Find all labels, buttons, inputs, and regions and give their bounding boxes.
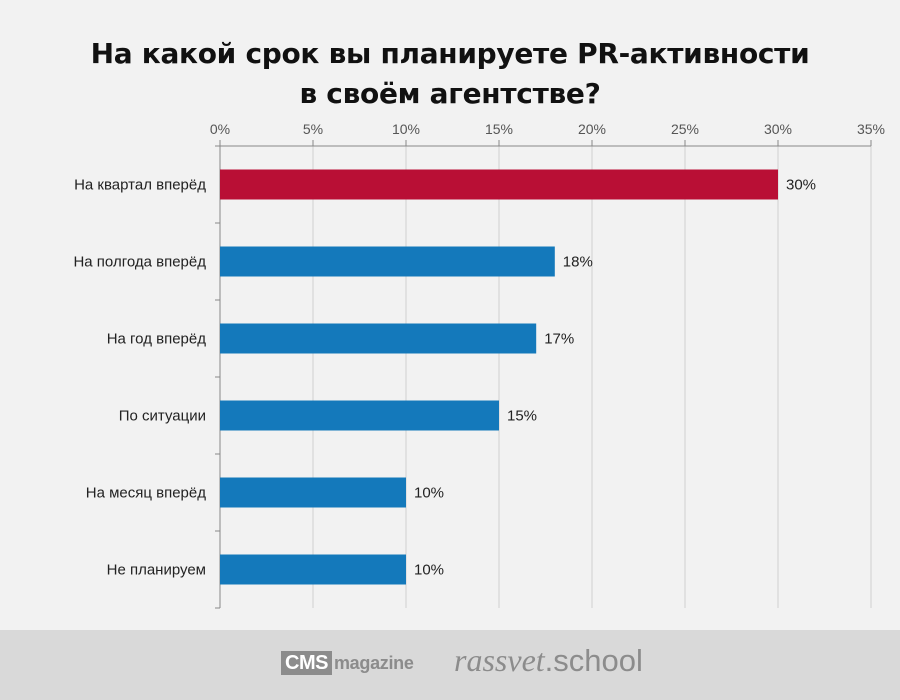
rassvet-logo-name: rassvet (454, 642, 545, 678)
value-label: 10% (414, 485, 444, 502)
x-tick-label: 5% (303, 121, 323, 137)
value-label: 30% (786, 177, 816, 194)
cms-logo-text: magazine (333, 652, 414, 673)
category-label: На полгода вперёд (73, 254, 206, 271)
rassvet-school-logo: rassvet .school (454, 642, 643, 678)
bar (220, 477, 406, 508)
chart-title: На какой срок вы планируете PR-активност… (0, 34, 900, 114)
bar (220, 400, 499, 431)
x-tick-label: 0% (210, 121, 230, 137)
chart-title-line-2: в своём агентстве? (299, 77, 601, 110)
value-label: 10% (414, 562, 444, 579)
bar (220, 554, 406, 585)
category-label: Не планируем (107, 562, 206, 579)
x-tick-label: 10% (392, 121, 420, 137)
cms-logo-box: CMS (281, 651, 332, 675)
chart-area: На какой срок вы планируете PR-активност… (0, 34, 900, 609)
x-tick-label: 15% (485, 121, 513, 137)
bar (220, 169, 778, 200)
footer (0, 630, 900, 700)
x-tick-label: 30% (764, 121, 792, 137)
category-label: На год вперёд (107, 331, 207, 348)
bar (220, 246, 555, 277)
value-label: 17% (544, 331, 574, 348)
category-label: На квартал вперёд (74, 177, 206, 194)
value-label: 15% (507, 408, 537, 425)
value-label: 18% (563, 254, 593, 271)
cms-magazine-logo: CMS magazine (281, 650, 414, 676)
x-tick-label: 35% (857, 121, 885, 137)
chart-title-line-1: На какой срок вы планируете PR-активност… (90, 37, 810, 70)
x-tick-label: 25% (671, 121, 699, 137)
x-tick-label: 20% (578, 121, 606, 137)
category-label: На месяц вперёд (86, 485, 206, 502)
rassvet-logo-suffix: .school (544, 643, 643, 678)
bar-chart: 0% 5% 10% 15% 20% 25% 30% 35% На квартал вперёд 3… (73, 121, 885, 609)
bar (220, 323, 537, 354)
category-label: По ситуации (119, 408, 206, 425)
